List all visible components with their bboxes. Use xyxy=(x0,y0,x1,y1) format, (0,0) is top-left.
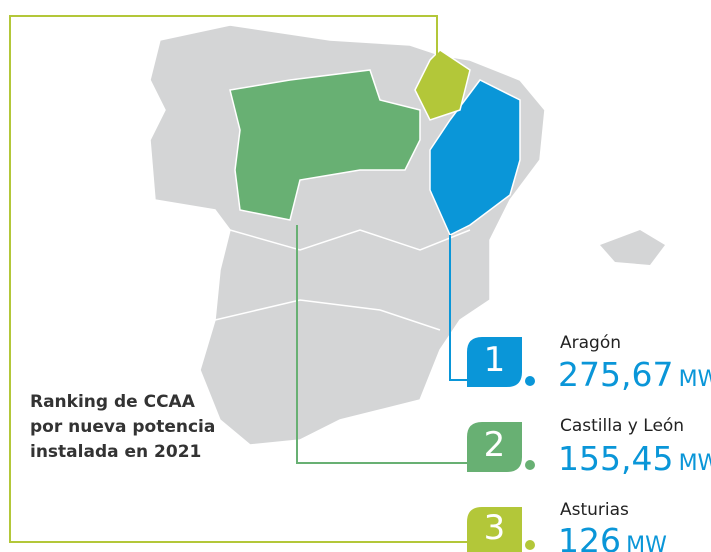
rank: 2 xyxy=(483,425,506,465)
aragon xyxy=(429,79,521,237)
navarra xyxy=(414,49,471,121)
unit: MW xyxy=(678,451,711,476)
title: Ranking de CCAA por nueva potencia insta… xyxy=(30,392,216,462)
dot xyxy=(525,376,535,386)
frame xyxy=(9,15,470,543)
dot xyxy=(525,460,535,470)
unit: MW xyxy=(678,367,711,392)
badge xyxy=(467,337,522,387)
balearics xyxy=(600,230,665,265)
connector xyxy=(296,225,470,464)
value: 275,67 xyxy=(558,355,674,394)
value: 155,45 xyxy=(558,439,674,478)
region-name: Aragón xyxy=(560,333,622,353)
region-borders xyxy=(229,229,471,251)
dot xyxy=(525,540,535,550)
badge xyxy=(467,507,522,552)
region-name: Asturias xyxy=(560,500,629,520)
rank: 3 xyxy=(483,508,506,548)
castilla-y-leon xyxy=(229,69,421,221)
value: 126 xyxy=(558,521,621,552)
badge xyxy=(467,422,522,472)
connector xyxy=(449,235,470,381)
region-name: Castilla y León xyxy=(560,416,685,436)
unit: MW xyxy=(626,533,667,552)
region-borders xyxy=(214,299,441,331)
rank: 1 xyxy=(483,340,506,380)
